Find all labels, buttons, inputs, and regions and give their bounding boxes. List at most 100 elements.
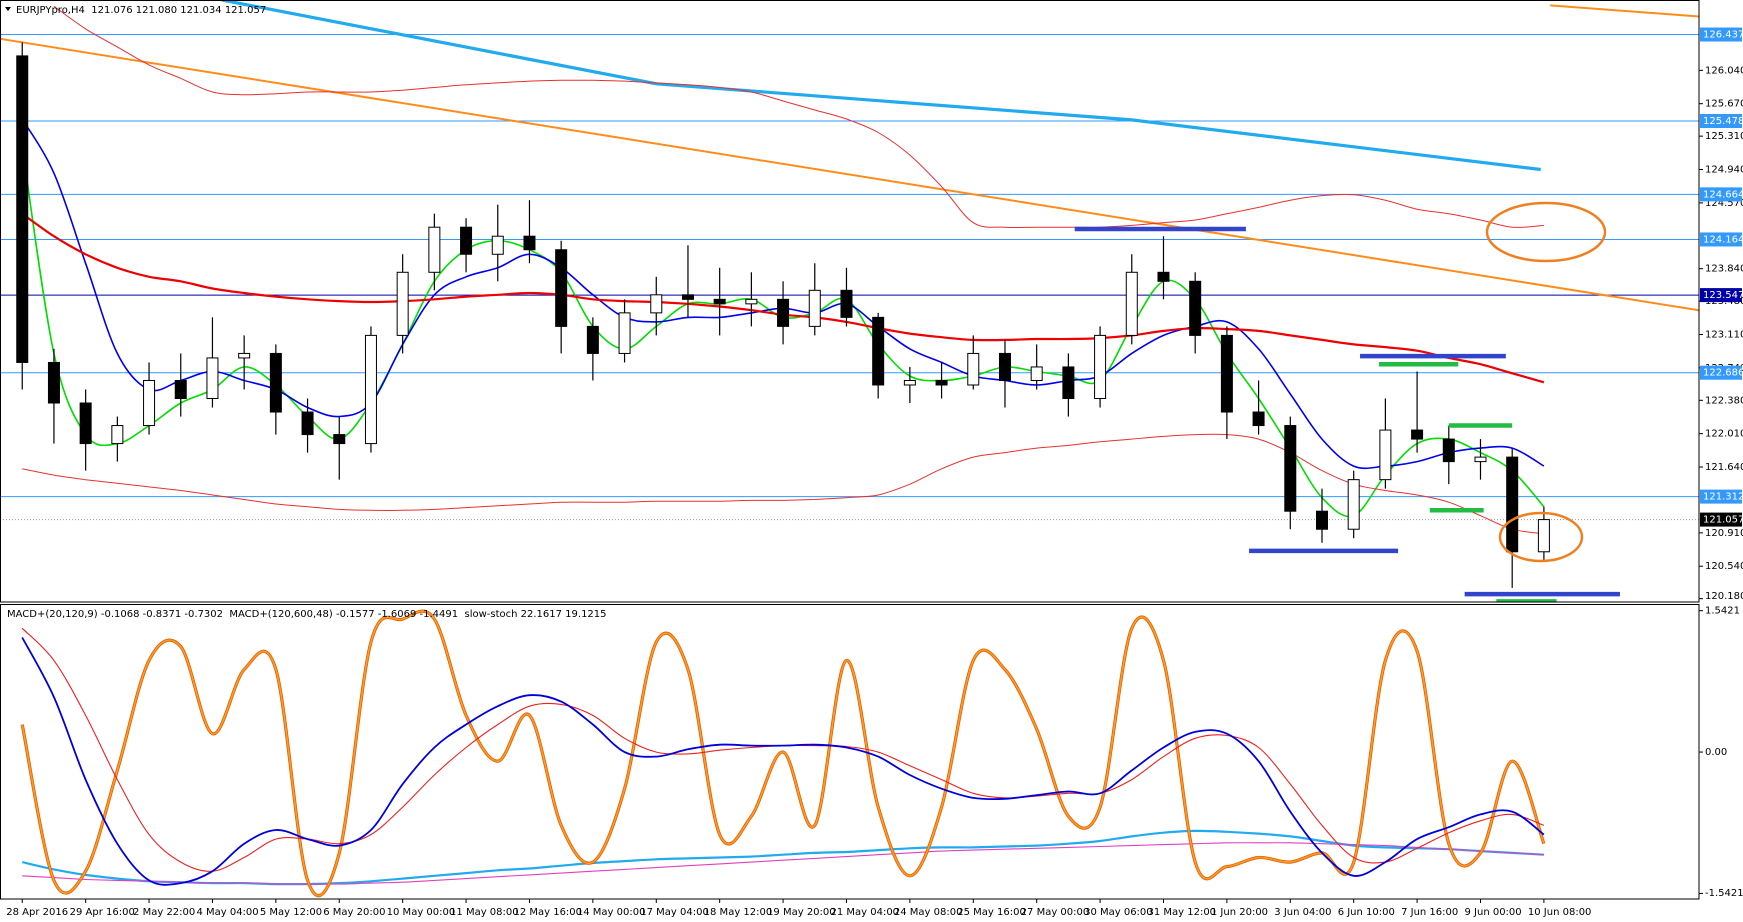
y-tick-label: 120.180	[1705, 591, 1743, 602]
candle-body	[1125, 271, 1138, 336]
candle-body	[16, 55, 29, 363]
candle-body	[903, 379, 916, 386]
level-label: 121.057	[1703, 515, 1743, 526]
moving-average	[53, 5, 1544, 229]
candle-body	[206, 357, 219, 400]
candle-body	[1506, 456, 1519, 553]
candle-body	[47, 361, 60, 404]
y-tick-label: 123.110	[1705, 329, 1743, 340]
x-tick-label: 21 May 04:00	[830, 907, 899, 918]
level-label: 121.312	[1703, 492, 1743, 503]
x-tick-label: 3 Jun 04:00	[1274, 907, 1331, 918]
candle-body	[333, 434, 346, 445]
x-tick-label: 4 May 04:00	[196, 907, 258, 918]
candle-body	[998, 352, 1011, 381]
chart-title: EURJPYpro,H4 121.076 121.080 121.034 121…	[16, 5, 266, 16]
menu-arrow	[5, 7, 11, 11]
y-tick-label: 123.840	[1705, 264, 1743, 275]
x-tick-label: 10 May 00:00	[387, 907, 456, 918]
level-label-box	[1700, 489, 1742, 504]
candle-body	[111, 425, 124, 445]
candle-body	[967, 352, 980, 386]
candle-body	[1537, 519, 1550, 553]
y-tick-label: 122.010	[1705, 429, 1743, 440]
x-tick-label: 29 Apr 16:00	[70, 907, 135, 918]
candle-body	[1442, 438, 1455, 463]
level-label-box	[1700, 365, 1742, 380]
candle-body	[1220, 334, 1233, 413]
candle-body	[1252, 411, 1265, 427]
trendline	[0, 37, 1699, 312]
candle-body	[1189, 280, 1202, 336]
level-label-box	[1700, 187, 1742, 202]
candle-body	[1030, 366, 1043, 381]
candle-body	[650, 294, 663, 314]
x-tick-label: 18 May 12:00	[704, 907, 773, 918]
y-tick-label: 126.040	[1705, 65, 1743, 76]
level-label: 126.437	[1703, 30, 1743, 41]
candle-body	[491, 235, 504, 255]
candle-body	[1411, 429, 1424, 440]
annotations	[1485, 201, 1607, 563]
candle-body	[1379, 429, 1392, 481]
y-tick-label: 1.5421	[1705, 606, 1740, 617]
candle-body	[79, 402, 92, 445]
indicator-title: MACD+(20,120,9) -0.1068 -0.8371 -0.7302 …	[7, 609, 607, 620]
circle-annotation	[1485, 201, 1607, 263]
level-label-box	[1700, 232, 1742, 247]
level-label: 124.164	[1703, 234, 1743, 245]
x-tick-label: 17 May 04:00	[640, 907, 709, 918]
y-tick-label: 124.570	[1705, 198, 1743, 209]
x-tick-label: 2 May 22:00	[133, 907, 195, 918]
candle-body	[523, 235, 536, 251]
candle-body	[1062, 366, 1075, 400]
candle-body	[1474, 456, 1487, 463]
x-tick-label: 7 Jun 16:00	[1401, 907, 1458, 918]
price-pane	[0, 0, 1699, 602]
y-tick-label: 122.380	[1705, 395, 1743, 406]
level-label-box	[1700, 288, 1742, 303]
y-tick-label: 124.940	[1705, 165, 1743, 176]
level-label-box	[1700, 512, 1742, 527]
candle-body	[555, 249, 568, 327]
level-label-box	[1700, 113, 1742, 128]
y-tick-label: 121.640	[1705, 462, 1743, 473]
x-tick-label: 10 Jun 08:00	[1528, 907, 1592, 918]
x-tick-label: 28 Apr 2016	[6, 907, 68, 918]
indicator-line	[22, 842, 1544, 885]
candle-body	[460, 226, 473, 255]
x-tick-label: 24 May 08:00	[894, 907, 963, 918]
candle-body	[681, 294, 694, 300]
y-tick-label: 125.310	[1705, 131, 1743, 142]
candle-body	[1315, 510, 1328, 530]
circle-annotation	[1498, 511, 1584, 563]
x-tick-label: 12 May 16:00	[513, 907, 582, 918]
x-tick-label: 5 May 12:00	[260, 907, 322, 918]
candle-body	[618, 312, 631, 354]
candle-body	[238, 352, 251, 359]
y-tick-label: 120.910	[1705, 528, 1743, 539]
level-label: 125.478	[1703, 116, 1743, 127]
x-tick-label: 31 May 12:00	[1147, 907, 1216, 918]
candle-body	[586, 325, 599, 354]
x-tick-label: 1 Jun 20:00	[1211, 907, 1268, 918]
candle-body	[808, 289, 821, 327]
candle-body	[269, 352, 282, 413]
x-tick-label: 25 May 16:00	[957, 907, 1026, 918]
indicator-line	[21, 610, 1545, 897]
indicator-pane	[20, 609, 1546, 898]
candle-body	[301, 411, 314, 436]
trendline	[1550, 4, 1699, 18]
candle-body	[1157, 271, 1170, 282]
candle-body	[1347, 479, 1360, 530]
indicator-line	[21, 637, 1545, 886]
candle-body	[396, 271, 409, 336]
x-tick-label: 14 May 00:00	[577, 907, 646, 918]
candle-body	[1284, 425, 1297, 512]
candle-body	[872, 316, 885, 386]
level-label: 124.664	[1703, 189, 1743, 200]
x-tick-label: 11 May 08:00	[450, 907, 519, 918]
candle-body	[777, 298, 790, 327]
